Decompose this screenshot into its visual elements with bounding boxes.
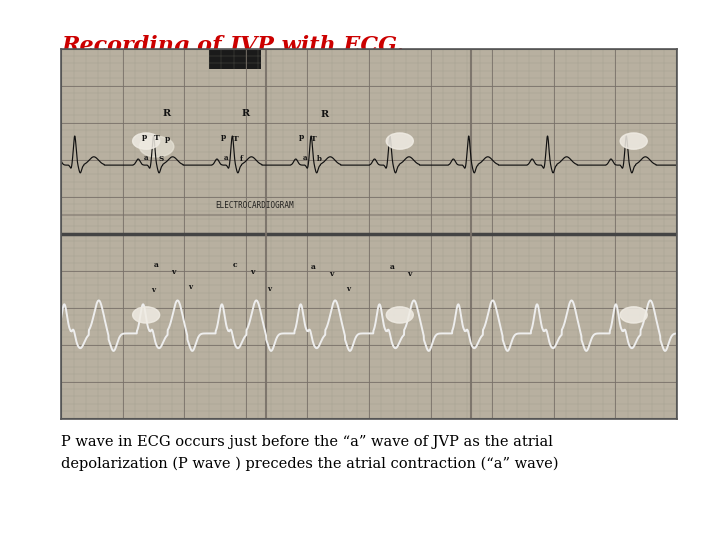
Text: f: f: [240, 155, 243, 163]
Text: v: v: [407, 270, 411, 278]
Circle shape: [386, 133, 413, 149]
Text: S: S: [158, 155, 163, 163]
Text: v: v: [267, 285, 271, 293]
Text: p: p: [300, 133, 305, 141]
Text: T: T: [154, 134, 160, 142]
Text: p: p: [142, 133, 147, 140]
Circle shape: [620, 133, 647, 149]
Text: a: a: [224, 154, 228, 161]
Text: depolarization (P wave ) precedes the atrial contraction (“a” wave): depolarization (P wave ) precedes the at…: [61, 456, 559, 471]
Text: v: v: [171, 268, 176, 276]
Text: v: v: [328, 270, 333, 278]
Text: b: b: [318, 155, 322, 163]
Text: Recording of JVP with ECG.: Recording of JVP with ECG.: [61, 35, 405, 57]
Text: a: a: [311, 263, 316, 271]
Text: v: v: [346, 285, 350, 293]
Text: T: T: [233, 135, 238, 143]
Circle shape: [620, 307, 647, 323]
Text: R: R: [320, 110, 329, 119]
Text: v: v: [250, 268, 254, 276]
Text: a: a: [302, 154, 307, 161]
Circle shape: [132, 133, 160, 149]
Text: a: a: [144, 154, 148, 161]
Text: a: a: [390, 263, 395, 271]
Text: R: R: [242, 109, 250, 118]
Text: v: v: [189, 283, 192, 291]
Text: P wave in ECG occurs just before the “a” wave of JVP as the atrial: P wave in ECG occurs just before the “a”…: [61, 435, 553, 449]
Circle shape: [386, 307, 413, 323]
Bar: [209, 49, 261, 69]
Text: a: a: [154, 261, 159, 269]
Circle shape: [132, 307, 160, 323]
Text: T: T: [311, 135, 317, 143]
Text: p: p: [164, 135, 170, 143]
Text: p: p: [220, 133, 226, 141]
Circle shape: [140, 136, 174, 157]
Text: v: v: [151, 286, 156, 294]
Text: c: c: [233, 261, 237, 269]
Text: R: R: [163, 109, 171, 118]
Text: ELECTROCARDIOGRAM: ELECTROCARDIOGRAM: [215, 200, 294, 210]
